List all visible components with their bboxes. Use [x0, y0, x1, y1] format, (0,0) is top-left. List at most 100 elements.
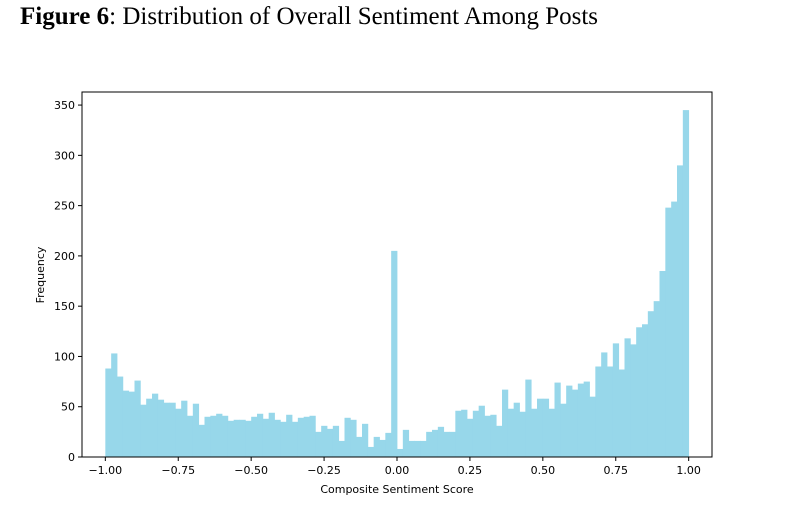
figure-caption: Figure 6: Distribution of Overall Sentim… — [20, 3, 598, 31]
histogram-bar — [373, 436, 380, 457]
histogram-bar — [420, 440, 427, 457]
histogram-bar — [636, 327, 643, 457]
histogram-bar — [402, 429, 410, 457]
histogram-bar — [612, 343, 620, 457]
x-axis-label: Composite Sentiment Score — [320, 483, 474, 496]
histogram-bar — [187, 415, 194, 457]
histogram-bar — [117, 376, 124, 457]
histogram-bar — [233, 419, 240, 457]
histogram-bar — [222, 415, 229, 457]
histogram-bar — [513, 402, 520, 457]
histogram-bar — [601, 352, 608, 457]
x-tick-label: 0.00 — [385, 464, 410, 477]
histogram-bar — [327, 428, 334, 457]
histogram-bar — [682, 110, 690, 457]
histogram-bar — [507, 408, 515, 457]
histogram-bar — [397, 448, 404, 457]
histogram-bar — [198, 424, 205, 457]
histogram-bar — [303, 416, 310, 457]
histogram-bar — [560, 403, 567, 457]
histogram-bar — [105, 368, 112, 457]
histogram-bar — [128, 391, 135, 457]
y-tick-label: 100 — [54, 350, 75, 363]
histogram-bar — [163, 402, 170, 457]
histogram-bar — [268, 412, 275, 457]
histogram-bar — [437, 426, 445, 457]
histogram-bar — [204, 416, 211, 457]
histogram-bar — [554, 382, 561, 457]
histogram-bar — [262, 418, 270, 457]
histogram-bar — [391, 250, 398, 457]
x-tick-label: 0.25 — [458, 464, 483, 477]
histogram-bar — [280, 421, 287, 457]
histogram-bar — [595, 366, 602, 457]
histogram-bars — [105, 110, 690, 457]
histogram-bar — [426, 431, 433, 457]
y-tick-label: 200 — [54, 250, 75, 263]
histogram-bar — [443, 431, 450, 457]
x-axis: −1.00 −0.75 −0.50 −0.25 0.00 0.25 0.50 0.75 1.00 — [88, 457, 701, 477]
histogram-bar — [315, 431, 322, 457]
histogram-bar — [642, 324, 649, 457]
histogram-bar — [671, 201, 678, 457]
y-tick-label: 300 — [54, 149, 75, 162]
x-tick-label: −1.00 — [88, 464, 122, 477]
histogram-bar — [449, 431, 456, 457]
x-tick-label: −0.75 — [161, 464, 195, 477]
histogram-bar — [181, 400, 188, 457]
histogram-bar — [525, 379, 532, 457]
histogram-bar — [502, 389, 509, 457]
histogram-bar — [385, 432, 392, 457]
figure-label: Figure 6 — [20, 3, 110, 30]
histogram-bar — [566, 385, 573, 457]
histogram-bar — [192, 403, 200, 457]
histogram-bar — [309, 415, 316, 457]
histogram-bar — [146, 398, 153, 457]
histogram-bar — [618, 369, 625, 457]
y-axis-label: Frequency — [34, 246, 47, 303]
y-tick-label: 150 — [54, 300, 75, 313]
histogram-bar — [455, 410, 462, 457]
x-tick-label: 1.00 — [676, 464, 701, 477]
histogram-bar — [175, 408, 182, 457]
histogram-bar — [257, 413, 264, 457]
histogram-bar — [332, 425, 340, 457]
histogram-bar — [531, 408, 538, 457]
histogram-bar — [461, 409, 468, 457]
y-tick-label: 50 — [61, 401, 75, 414]
histogram-bar — [607, 366, 614, 457]
histogram-bar — [286, 414, 293, 457]
histogram-bar — [227, 420, 235, 457]
histogram-bar — [548, 408, 555, 457]
histogram-bar — [490, 414, 497, 457]
histogram-bar — [496, 425, 503, 457]
histogram-bar — [519, 411, 526, 457]
histogram-bar — [274, 419, 281, 457]
histogram-bar — [122, 390, 130, 457]
histogram-bar — [350, 419, 357, 457]
histogram-bar — [367, 446, 375, 457]
histogram-bar — [356, 436, 363, 457]
histogram-bar — [677, 165, 684, 457]
y-axis: 0 50 100 150 200 250 300 350 — [54, 99, 82, 464]
histogram-bar — [251, 416, 258, 457]
histogram-bar — [647, 311, 655, 457]
histogram-bar — [577, 383, 585, 457]
x-tick-label: 0.50 — [531, 464, 556, 477]
histogram-bar — [379, 439, 386, 457]
histogram-bar — [484, 415, 491, 457]
histogram-bar — [216, 413, 223, 457]
histogram-bar — [245, 420, 252, 457]
histogram-bar — [624, 338, 631, 457]
histogram-bar — [157, 399, 165, 457]
histogram-bar — [321, 425, 328, 457]
histogram-bar — [630, 344, 637, 457]
histogram-bar — [362, 423, 369, 457]
histogram-bar — [152, 393, 159, 457]
histogram-bar — [542, 398, 550, 457]
histogram-bar — [297, 417, 305, 457]
histogram-bar — [414, 440, 421, 457]
histogram-bar — [653, 301, 660, 457]
histogram-bar — [467, 418, 474, 457]
histogram-bar — [665, 207, 672, 457]
